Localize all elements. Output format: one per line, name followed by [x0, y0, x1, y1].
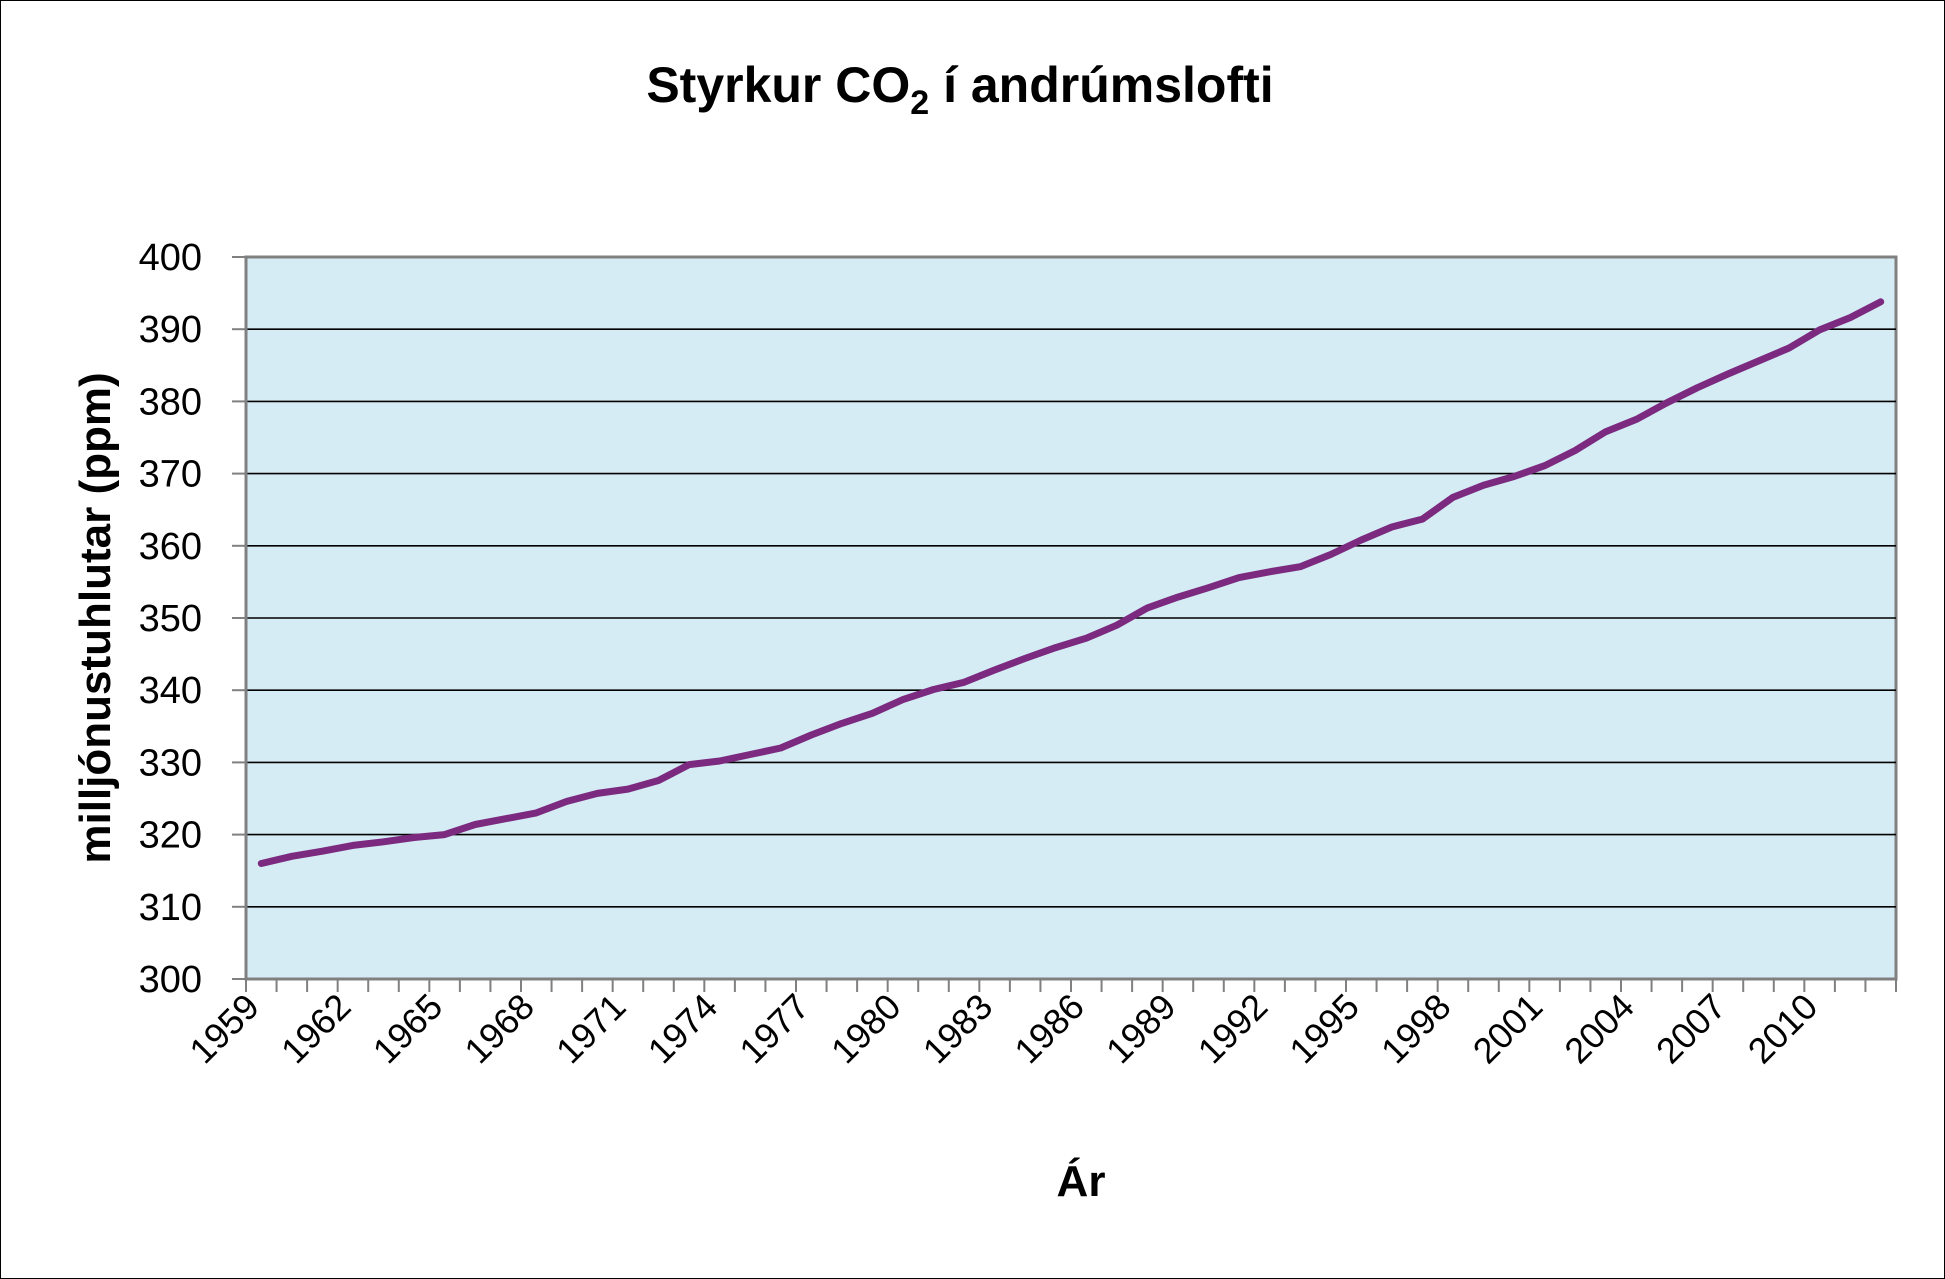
x-tick-label-1986: 1986	[1006, 986, 1092, 1072]
x-tick-label-1968: 1968	[456, 986, 542, 1072]
x-tick-label-2004: 2004	[1556, 986, 1642, 1072]
x-axis: 1959 1962 1965 1968 1971 1974 1977 1980 1983 1986…	[181, 977, 1897, 1072]
series-layer	[257, 298, 1885, 867]
y-tick-label-310: 310	[139, 887, 202, 929]
y-tick-label-320: 320	[139, 815, 202, 857]
x-tick-label-1989: 1989	[1098, 986, 1184, 1072]
y-tick-label-400: 400	[139, 237, 202, 279]
x-tick-label-1971: 1971	[548, 986, 634, 1072]
x-axis-label: Ár	[1057, 1156, 1106, 1206]
x-tick-label-2010: 2010	[1740, 986, 1826, 1072]
y-tick-label-350: 350	[139, 598, 202, 640]
x-tick-label-1977: 1977	[731, 986, 817, 1072]
x-tick-label-1992: 1992	[1190, 986, 1276, 1072]
x-tick-label-1983: 1983	[915, 986, 1001, 1072]
x-tick-label-2007: 2007	[1648, 986, 1734, 1072]
y-tick-label-390: 390	[139, 309, 202, 351]
x-tick-label-1974: 1974	[640, 986, 726, 1072]
x-tick-label-1965: 1965	[365, 986, 451, 1072]
y-tick-label-360: 360	[139, 526, 202, 568]
x-tick-label-1995: 1995	[1281, 986, 1367, 1072]
y-tick-label-380: 380	[139, 381, 202, 423]
series-line-co2	[257, 298, 1885, 867]
chart-title-subscript: 2	[910, 84, 929, 122]
x-tick-label-2001: 2001	[1465, 986, 1551, 1072]
y-tick-label-300: 300	[139, 959, 202, 1001]
y-axis-label: milljónustuhlutar (ppm)	[71, 372, 120, 863]
y-tick-label-340: 340	[139, 670, 202, 712]
x-tick-label-1998: 1998	[1373, 986, 1459, 1072]
chart-title-main: Styrkur CO	[646, 57, 910, 113]
y-tick-label-370: 370	[139, 454, 202, 496]
y-tick-label-330: 330	[139, 742, 202, 784]
gridlines	[246, 328, 1896, 908]
x-tick-label-1962: 1962	[273, 986, 359, 1072]
y-axis: 300 310 320 330 340 350 360 370 380 390 400	[139, 237, 248, 1001]
x-tick-label-1980: 1980	[823, 986, 909, 1072]
chart-title: Styrkur CO2 í andrúmslofti	[646, 57, 1273, 122]
chart-title-suffix: í andrúmslofti	[929, 57, 1273, 113]
